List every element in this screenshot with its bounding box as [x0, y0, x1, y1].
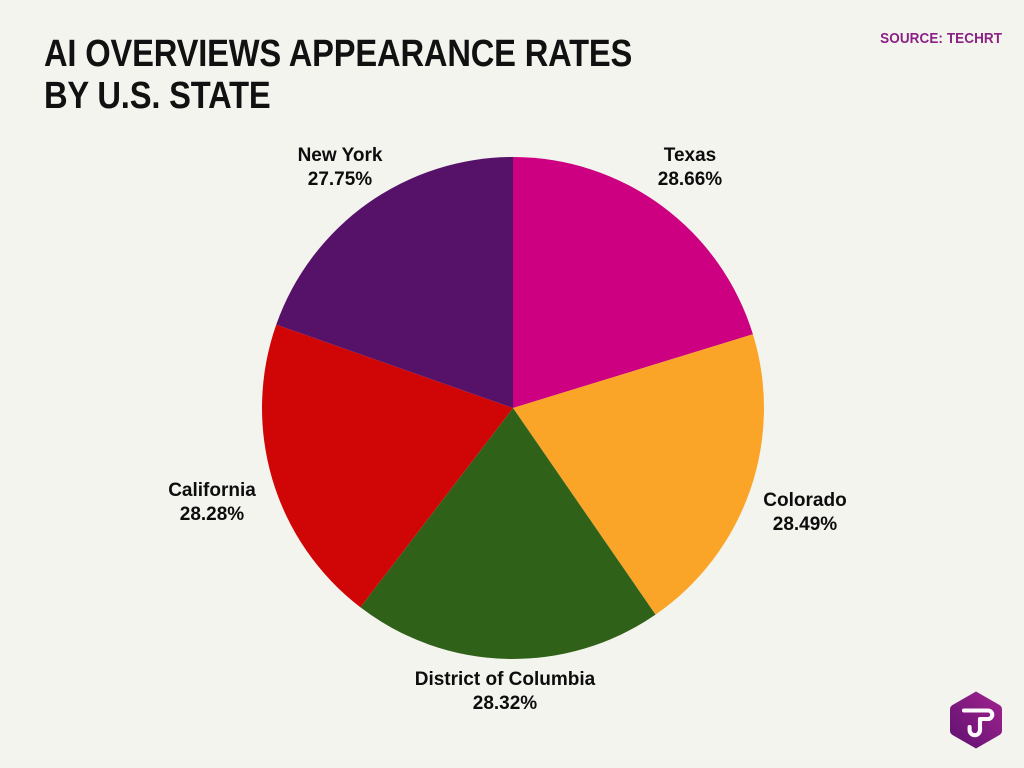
pie-slice[interactable] [262, 324, 513, 608]
pie-slice[interactable] [360, 408, 656, 659]
slice-label-texas-value: 28.66% [657, 169, 723, 191]
slice-label-new-york-name: New York [297, 145, 383, 166]
slice-label-colorado-value: 28.49% [772, 514, 838, 536]
pie-slice-group [262, 157, 764, 659]
slice-label-new-york-value: 27.75% [307, 169, 373, 191]
pie-slice[interactable] [276, 157, 513, 408]
slice-label-colorado-name: Colorado [763, 490, 847, 511]
slice-label-texas-name: Texas [663, 145, 717, 166]
techrt-logo-icon [950, 691, 1002, 749]
slice-label-colorado: Colorado 28.49% [705, 489, 905, 537]
slice-label-district-of-columbia: District of Columbia 28.32% [370, 668, 640, 716]
slice-label-california-value: 28.28% [179, 504, 245, 526]
source-attribution: Source: TechRT [880, 31, 1002, 47]
pie-slice[interactable] [513, 157, 753, 408]
slice-label-district-of-columbia-value: 28.32% [472, 693, 538, 715]
slice-label-california: California 28.28% [112, 479, 312, 527]
slice-label-texas: Texas 28.66% [610, 144, 770, 192]
slice-label-new-york: New York 27.75% [240, 144, 440, 192]
page-title: AI Overviews Appearance Rates by U.S. St… [44, 33, 633, 118]
letter-t-glyph [961, 708, 995, 738]
hexagon-shape [950, 691, 1002, 749]
techrt-logo [944, 688, 1008, 752]
slice-label-district-of-columbia-name: District of Columbia [414, 669, 596, 690]
pie-slice[interactable] [513, 334, 764, 615]
slice-label-california-name: California [168, 480, 256, 501]
